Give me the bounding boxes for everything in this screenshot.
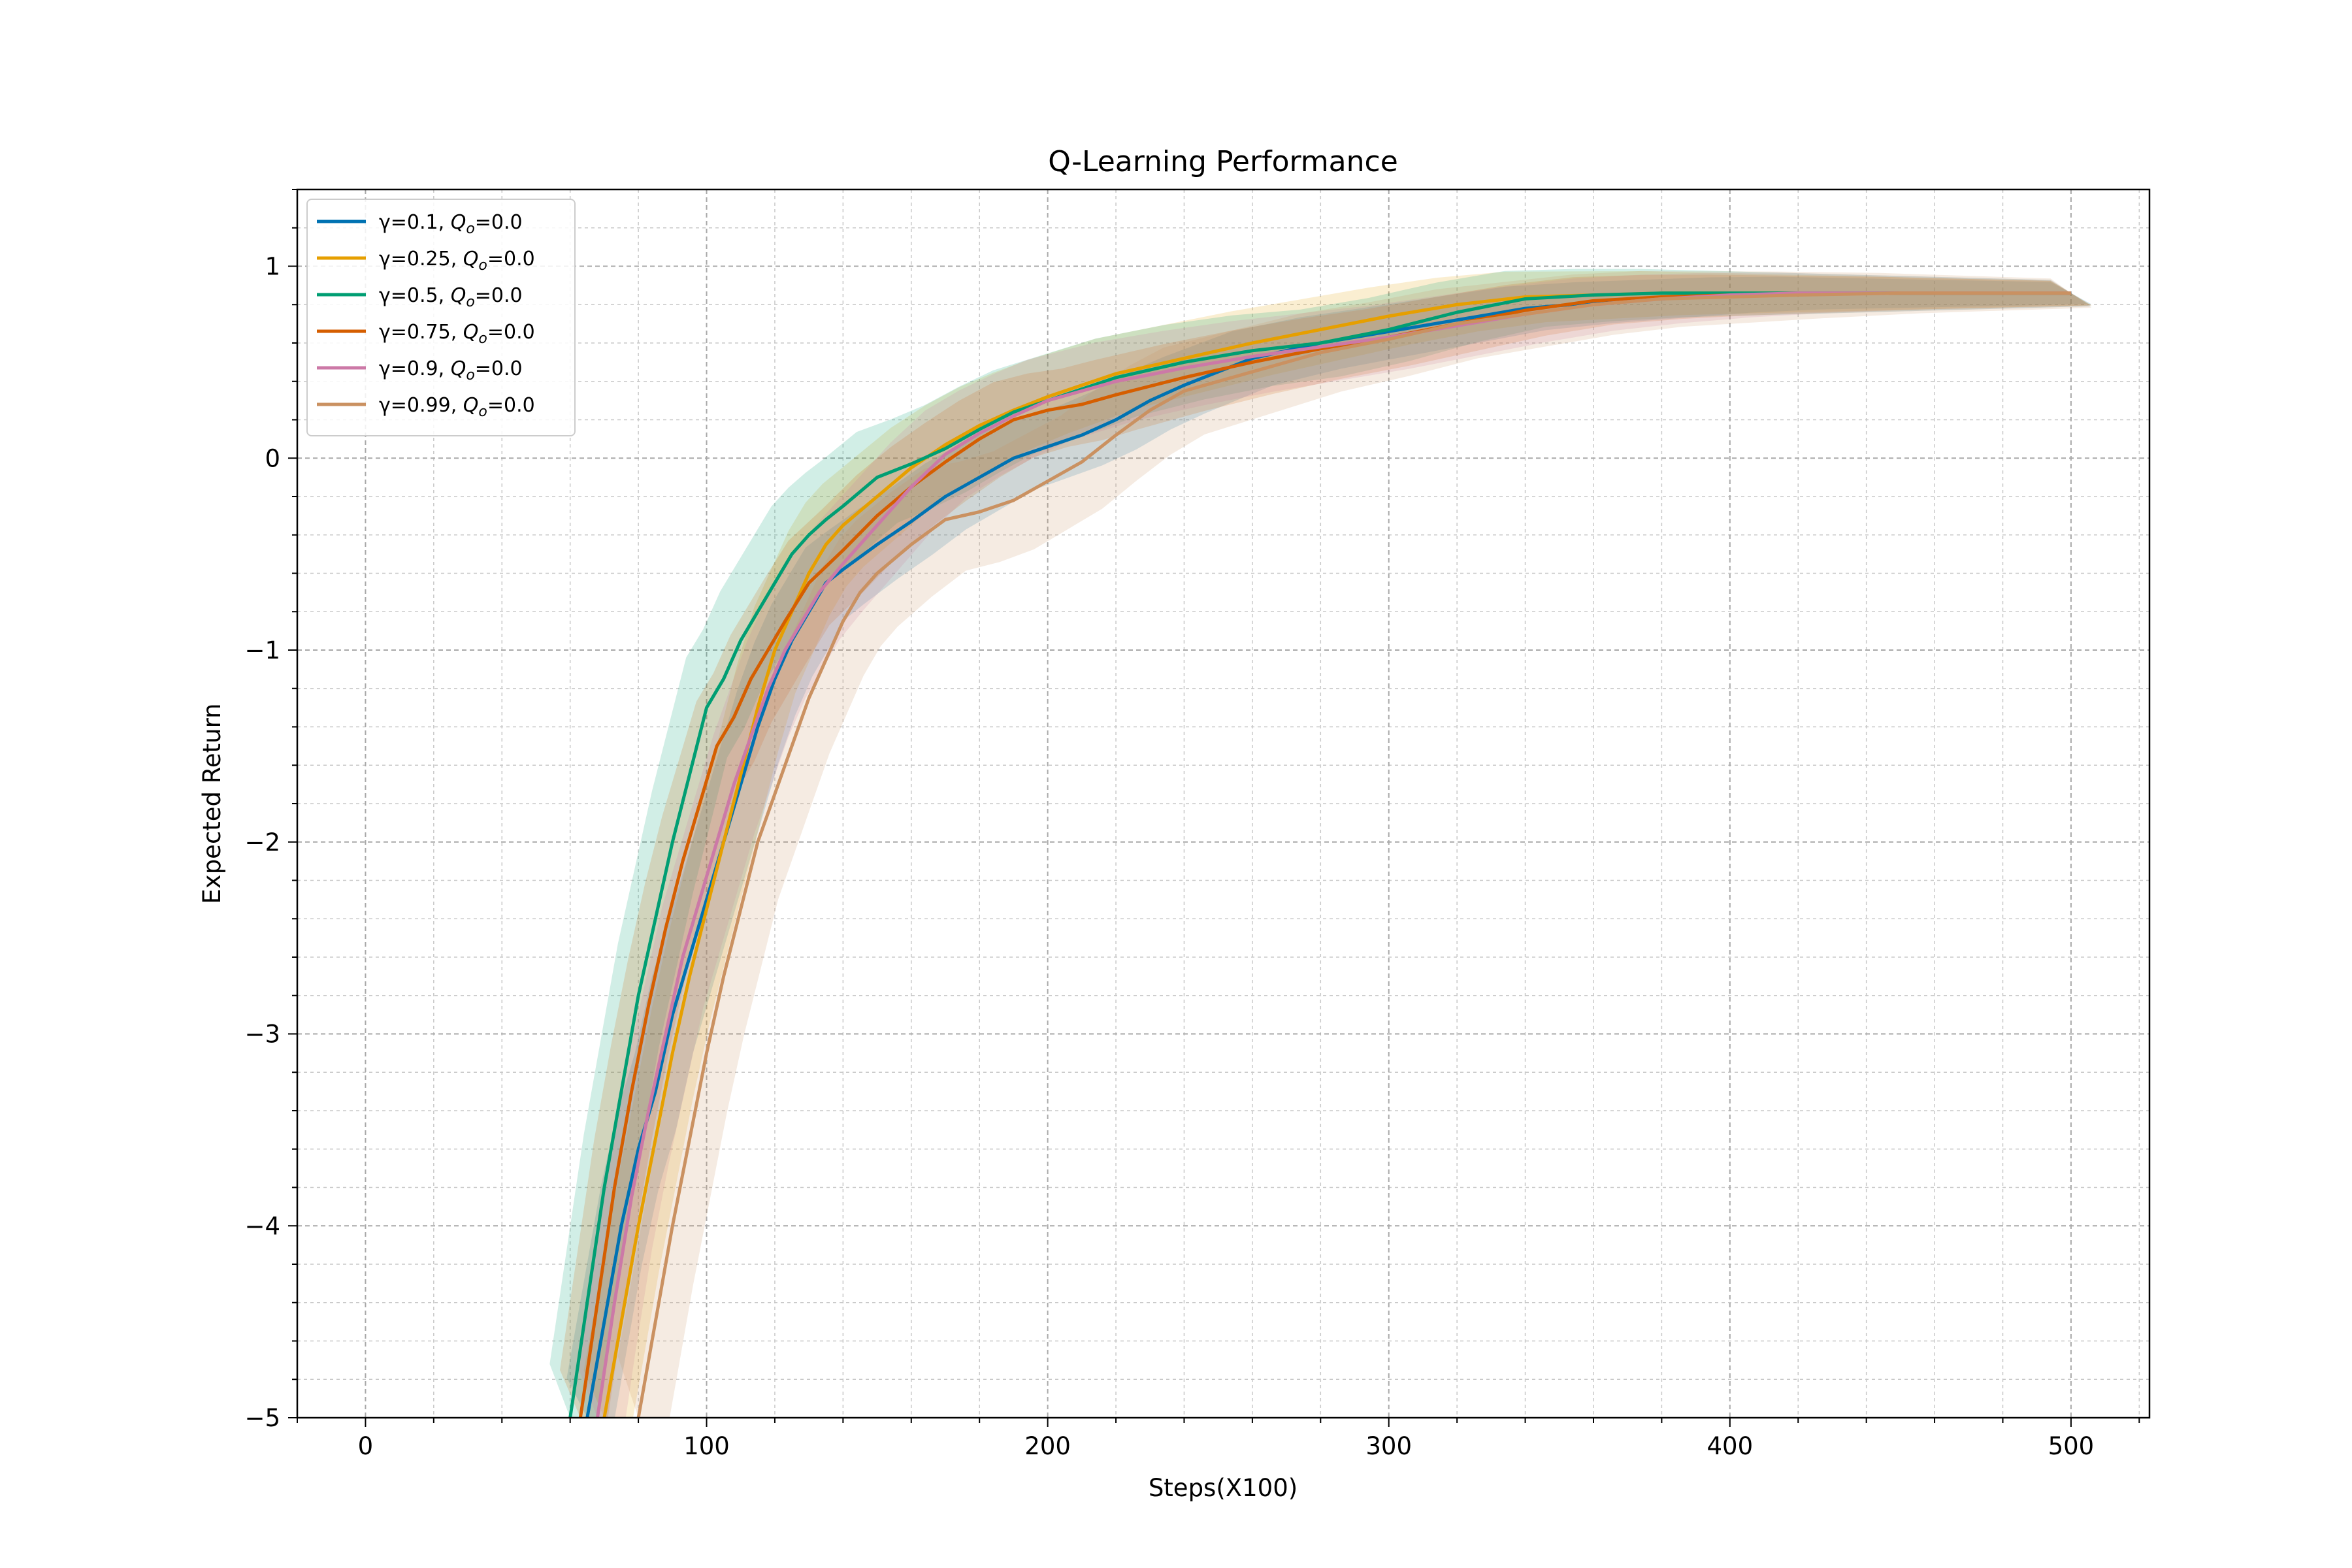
legend-label: γ=0.1, Qo=0.0 xyxy=(379,211,523,237)
y-axis-label: Expected Return xyxy=(198,703,226,904)
x-tick-label: 100 xyxy=(683,1432,730,1460)
line-series-0 xyxy=(585,291,2071,1418)
legend-label-q: Q xyxy=(463,321,479,344)
legend-label-suffix: =0.0 xyxy=(475,357,523,380)
legend-label-prefix: γ=0.5, xyxy=(379,284,451,307)
legend-label-suffix: =0.0 xyxy=(487,248,535,270)
legend-label: γ=0.5, Qo=0.0 xyxy=(379,284,523,310)
legend-label-subscript: o xyxy=(478,331,487,347)
legend-label-prefix: γ=0.9, xyxy=(379,357,451,380)
legend-label-suffix: =0.0 xyxy=(475,284,523,307)
legend-label-q: Q xyxy=(463,394,479,417)
line-series-2 xyxy=(568,291,2071,1418)
y-tick-label: −2 xyxy=(244,828,280,857)
y-tick-label: −1 xyxy=(244,636,280,664)
chart-title: Q-Learning Performance xyxy=(1048,145,1398,178)
y-tick-label: −4 xyxy=(244,1212,280,1240)
legend-label-subscript: o xyxy=(466,294,474,310)
legend-label-suffix: =0.0 xyxy=(487,321,535,344)
legend-label: γ=0.99, Qo=0.0 xyxy=(379,394,535,420)
legend-box xyxy=(306,199,576,436)
legend-label-subscript: o xyxy=(478,257,487,274)
x-tick-label: 400 xyxy=(1707,1432,1754,1460)
legend: γ=0.1, Qo=0.0γ=0.25, Qo=0.0γ=0.5, Qo=0.0… xyxy=(306,199,576,436)
legend-label: γ=0.9, Qo=0.0 xyxy=(379,357,523,384)
y-axis: −5 −4 −3 −2 −1 0 1 xyxy=(244,189,297,1432)
y-tick-label: −3 xyxy=(244,1021,280,1049)
line-series-3 xyxy=(578,291,2071,1418)
legend-label-subscript: o xyxy=(478,404,487,420)
y-tick-label: −5 xyxy=(244,1404,280,1432)
legend-label-suffix: =0.0 xyxy=(475,211,523,234)
legend-label-prefix: γ=0.1, xyxy=(379,211,451,234)
legend-label-subscript: o xyxy=(466,221,474,237)
x-axis: 0 100 200 300 400 500 xyxy=(297,1418,2140,1460)
legend-label-q: Q xyxy=(463,248,479,270)
x-tick-label: 300 xyxy=(1365,1432,1412,1460)
legend-label-q: Q xyxy=(451,284,466,307)
legend-label-q: Q xyxy=(451,357,466,380)
legend-label: γ=0.75, Qo=0.0 xyxy=(379,321,535,347)
y-tick-label: 0 xyxy=(265,444,280,472)
x-tick-label: 500 xyxy=(2048,1432,2095,1460)
legend-label-subscript: o xyxy=(466,367,474,384)
band-series-5 xyxy=(617,270,2092,1418)
series-lines xyxy=(568,291,2071,1418)
legend-label-prefix: γ=0.25, xyxy=(379,248,463,270)
confidence-bands xyxy=(549,269,2092,1418)
legend-label-prefix: γ=0.99, xyxy=(379,394,463,417)
line-series-5 xyxy=(636,291,2071,1418)
x-tick-label: 0 xyxy=(358,1432,374,1460)
legend-label-q: Q xyxy=(451,211,466,234)
legend-label-suffix: =0.0 xyxy=(487,394,535,417)
legend-label-prefix: γ=0.75, xyxy=(379,321,463,344)
x-axis-label: Steps(X100) xyxy=(1149,1474,1298,1502)
x-tick-label: 200 xyxy=(1024,1432,1071,1460)
legend-label: γ=0.25, Qo=0.0 xyxy=(379,248,535,274)
y-tick-label: 1 xyxy=(265,253,280,281)
